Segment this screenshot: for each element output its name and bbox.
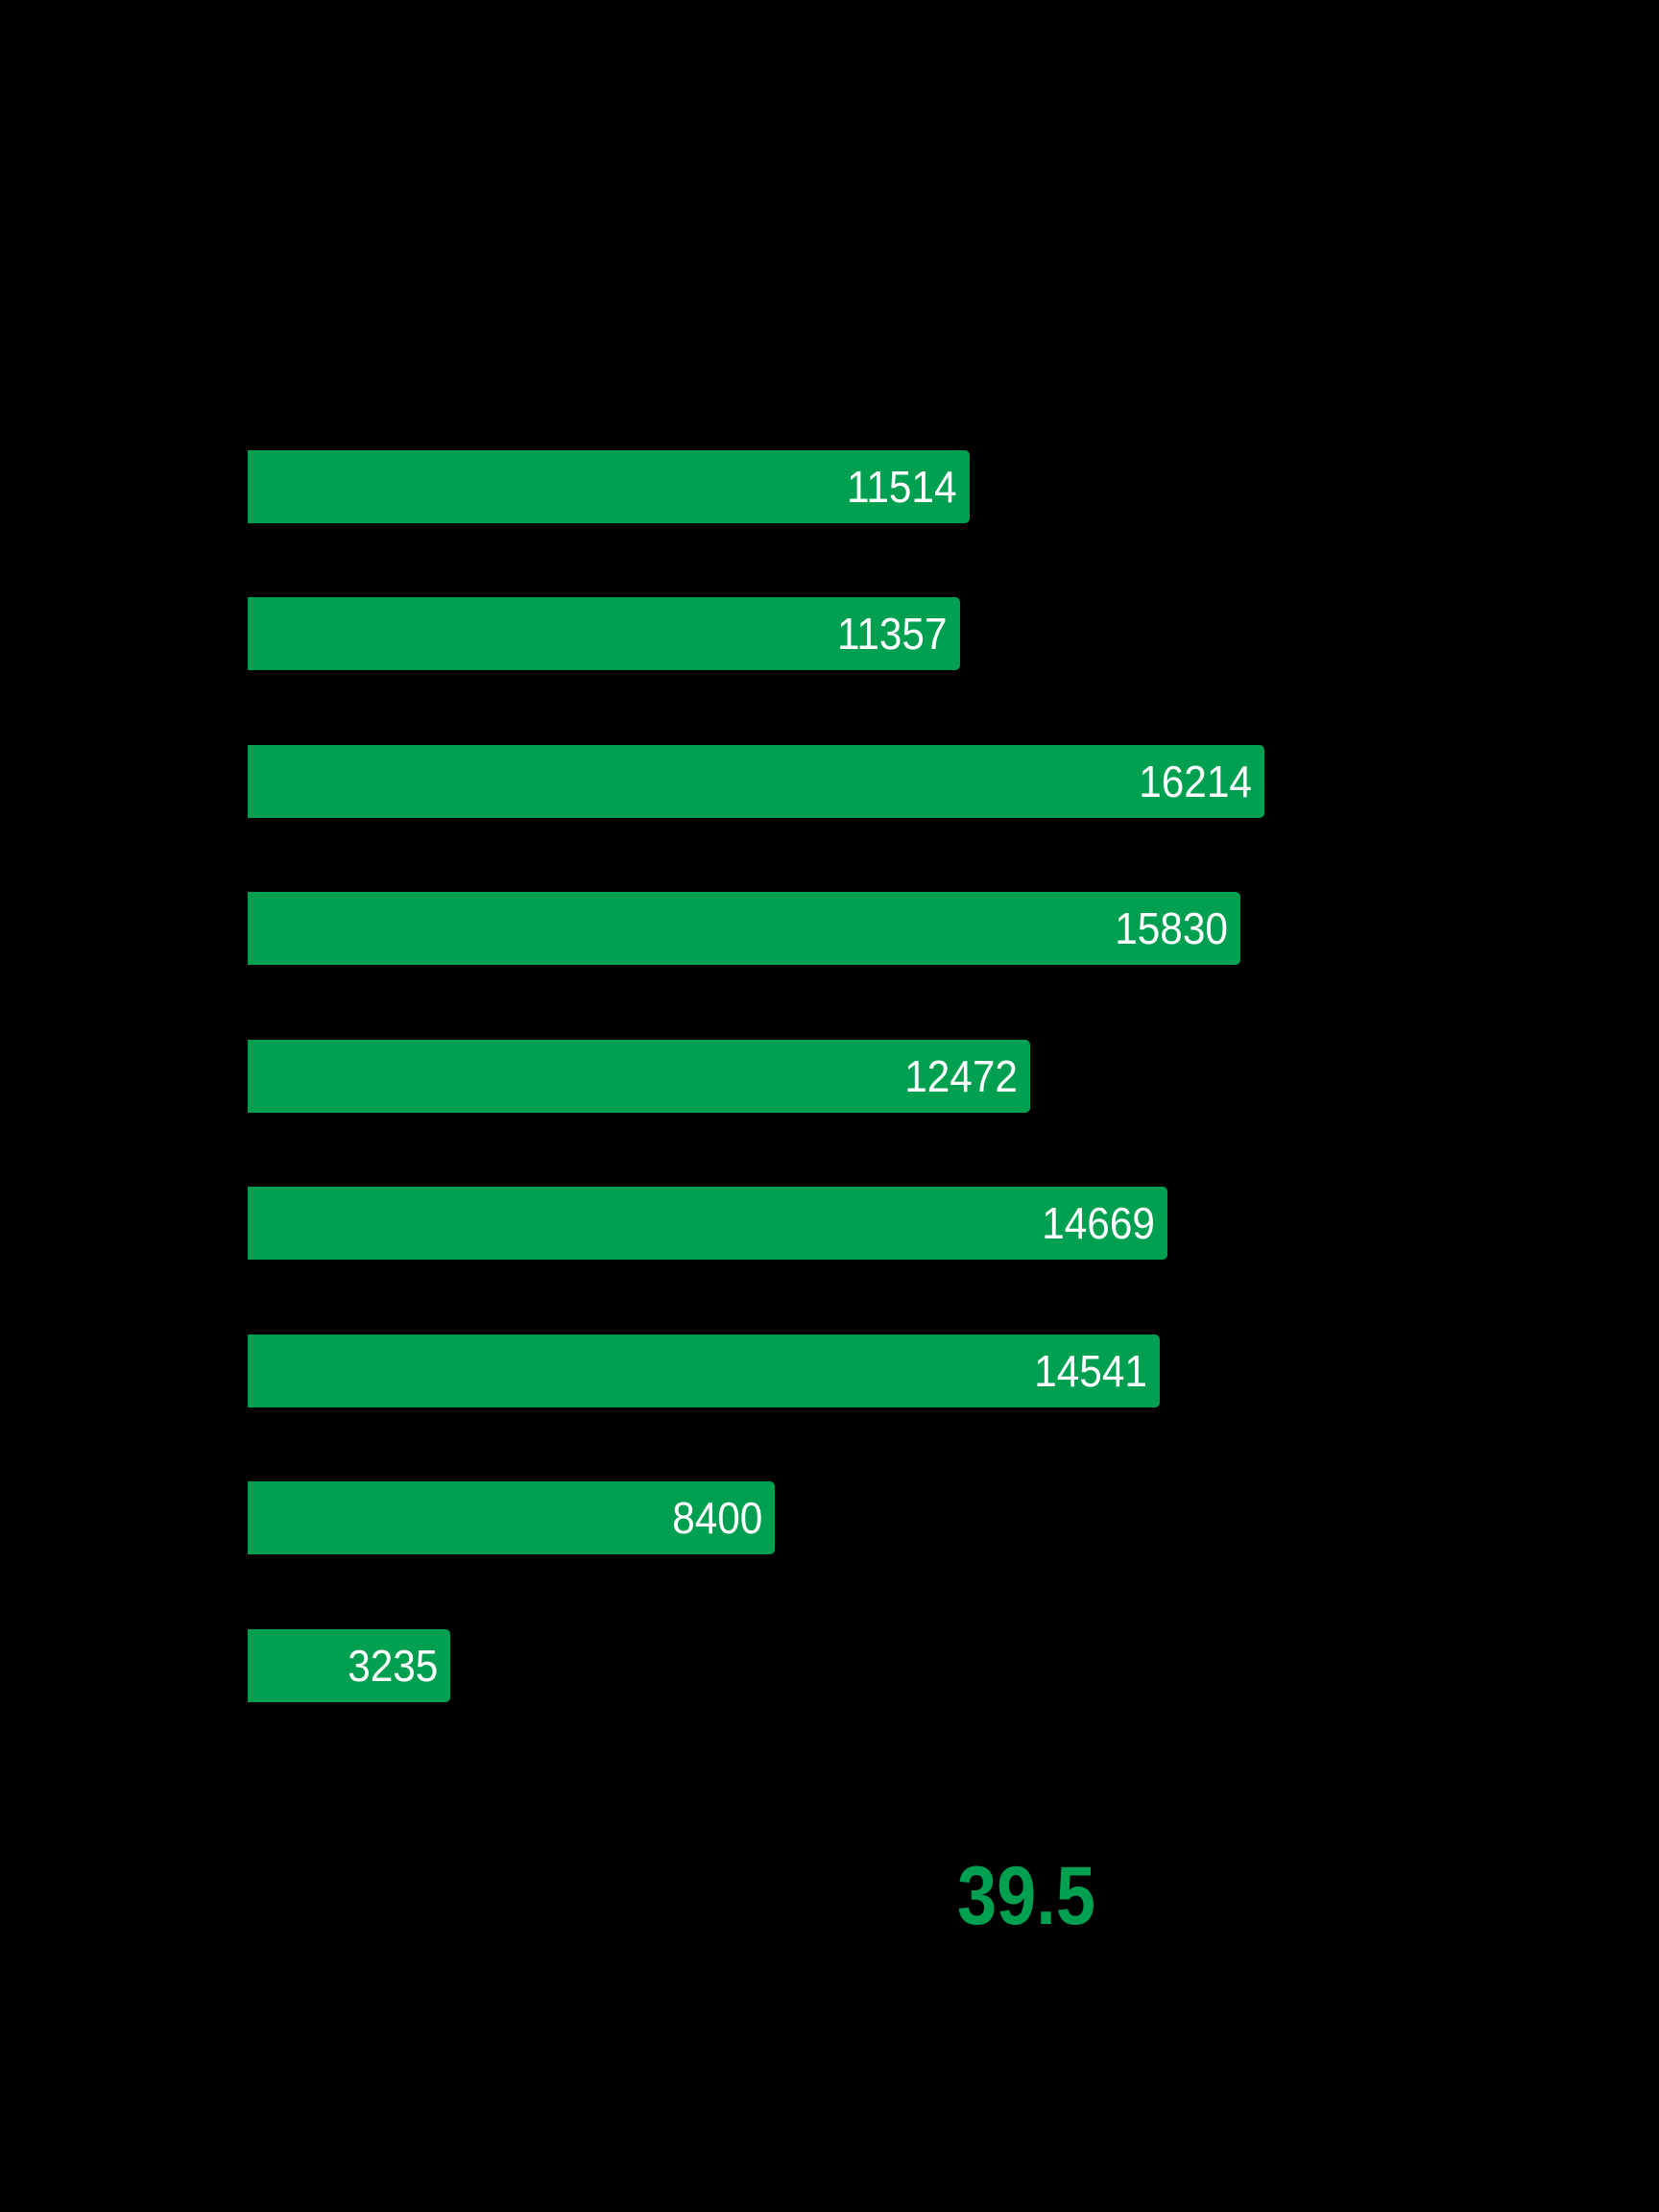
bar-3: 15830 [248, 892, 1240, 965]
bar-6: 14541 [248, 1334, 1160, 1407]
bar-value-label: 8400 [671, 1493, 762, 1543]
bar-value-label: 11357 [837, 609, 948, 659]
bar-value-label: 14541 [1034, 1346, 1147, 1396]
bar-value-label: 16214 [1139, 757, 1252, 806]
bar-1: 11357 [248, 597, 960, 670]
bar-7: 8400 [248, 1481, 775, 1554]
bar-value-label: 11514 [847, 462, 957, 512]
bar-5: 14669 [248, 1187, 1167, 1260]
bar-value-label: 14669 [1042, 1198, 1155, 1248]
bar-4: 12472 [248, 1040, 1030, 1113]
summary-value: 39.5 [957, 1850, 1095, 1942]
bar-8: 3235 [248, 1629, 450, 1702]
bar-value-label: 3235 [347, 1641, 438, 1691]
bar-0: 11514 [248, 450, 970, 523]
bar-value-label: 12472 [904, 1051, 1018, 1101]
bar-2: 16214 [248, 745, 1264, 818]
bar-value-label: 15830 [1115, 903, 1228, 953]
